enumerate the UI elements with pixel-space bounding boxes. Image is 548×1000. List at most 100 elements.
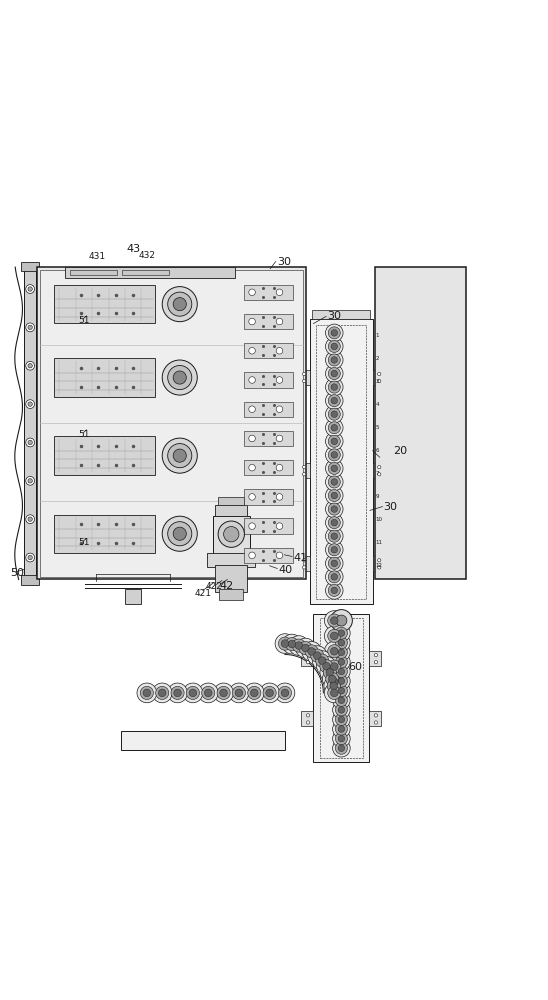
Text: 51: 51: [78, 538, 90, 547]
Bar: [65, 267, 235, 278]
Circle shape: [328, 614, 341, 627]
Circle shape: [316, 654, 329, 667]
Circle shape: [28, 402, 32, 406]
Circle shape: [324, 657, 344, 676]
Circle shape: [324, 641, 344, 661]
Circle shape: [330, 610, 352, 632]
Circle shape: [331, 397, 338, 404]
Text: 432: 432: [139, 251, 156, 260]
Circle shape: [26, 438, 35, 447]
Circle shape: [302, 566, 306, 569]
Circle shape: [326, 351, 343, 369]
Circle shape: [278, 637, 292, 650]
Circle shape: [281, 689, 289, 697]
Circle shape: [302, 379, 306, 383]
Circle shape: [328, 530, 340, 542]
Bar: [40, 270, 303, 577]
Circle shape: [328, 354, 340, 366]
Circle shape: [302, 642, 322, 661]
Circle shape: [328, 675, 341, 689]
Circle shape: [302, 465, 306, 469]
Circle shape: [331, 506, 338, 512]
Text: 422: 422: [206, 582, 222, 591]
Circle shape: [330, 682, 338, 690]
Circle shape: [306, 714, 310, 717]
Circle shape: [374, 653, 378, 657]
Circle shape: [378, 473, 381, 476]
Circle shape: [323, 662, 330, 670]
Circle shape: [312, 651, 332, 670]
Circle shape: [338, 745, 345, 752]
Bar: [310, 319, 373, 604]
Circle shape: [276, 289, 283, 296]
Circle shape: [333, 701, 350, 719]
Text: 4: 4: [375, 402, 379, 407]
Circle shape: [326, 487, 343, 504]
Circle shape: [326, 500, 343, 518]
Circle shape: [26, 553, 35, 562]
Circle shape: [328, 660, 341, 673]
Circle shape: [333, 653, 350, 671]
Circle shape: [299, 641, 312, 655]
Circle shape: [338, 716, 345, 723]
Circle shape: [168, 683, 187, 703]
Circle shape: [327, 679, 340, 692]
Text: 42: 42: [219, 581, 233, 591]
Circle shape: [378, 372, 381, 376]
Text: 20: 20: [393, 446, 408, 456]
Circle shape: [333, 682, 350, 699]
Circle shape: [328, 675, 336, 683]
Circle shape: [326, 582, 343, 599]
Circle shape: [333, 634, 350, 652]
Circle shape: [335, 675, 347, 687]
Bar: [244, 285, 293, 300]
Circle shape: [328, 395, 340, 407]
Circle shape: [328, 449, 340, 461]
Circle shape: [338, 630, 345, 636]
Circle shape: [338, 668, 345, 675]
Circle shape: [331, 465, 338, 472]
Text: 421: 421: [195, 589, 212, 598]
Circle shape: [249, 406, 255, 413]
Circle shape: [374, 721, 378, 724]
Circle shape: [26, 361, 35, 370]
Circle shape: [326, 555, 343, 572]
Bar: [54, 285, 155, 323]
Circle shape: [331, 452, 338, 458]
Text: 11: 11: [375, 540, 383, 545]
Bar: [312, 310, 370, 319]
Bar: [70, 270, 117, 275]
Bar: [244, 343, 293, 358]
Circle shape: [326, 338, 343, 355]
Bar: [244, 460, 293, 475]
Circle shape: [333, 624, 350, 642]
Circle shape: [162, 287, 197, 322]
Circle shape: [330, 663, 338, 670]
Text: 41: 41: [293, 553, 307, 563]
Circle shape: [333, 711, 350, 728]
Circle shape: [328, 557, 340, 569]
Circle shape: [140, 686, 153, 699]
Text: 10: 10: [375, 517, 383, 522]
Text: 1: 1: [375, 333, 379, 338]
Text: 9: 9: [375, 494, 379, 499]
Circle shape: [338, 639, 345, 646]
Circle shape: [168, 365, 192, 390]
Circle shape: [335, 713, 347, 726]
Circle shape: [137, 683, 157, 703]
Circle shape: [202, 686, 215, 699]
Circle shape: [338, 678, 345, 684]
Circle shape: [302, 559, 306, 562]
Bar: [54, 436, 155, 475]
Text: 30: 30: [327, 311, 341, 321]
Circle shape: [331, 519, 338, 526]
Circle shape: [318, 657, 326, 664]
Circle shape: [224, 527, 239, 542]
Circle shape: [276, 347, 283, 354]
Circle shape: [326, 527, 343, 545]
Bar: [301, 711, 313, 726]
Circle shape: [156, 686, 169, 699]
Circle shape: [28, 517, 32, 521]
Circle shape: [26, 285, 35, 293]
Bar: [373, 463, 385, 478]
